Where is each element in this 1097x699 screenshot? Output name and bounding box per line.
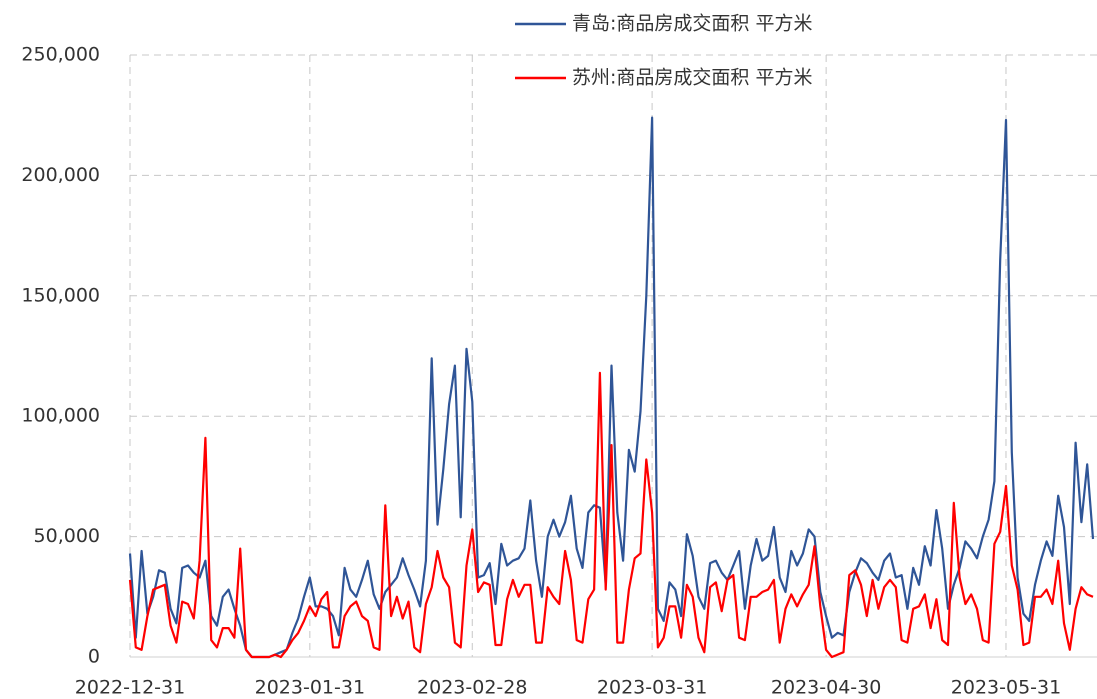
series-line — [128, 371, 1094, 659]
y-tick-label: 100,000 — [21, 405, 100, 427]
y-tick-label: 50,000 — [34, 525, 100, 547]
y-tick-label: 200,000 — [21, 164, 100, 186]
y-tick-label: 250,000 — [21, 44, 100, 66]
x-tick-label: 2023-01-31 — [255, 677, 365, 699]
x-tick-label: 2023-03-31 — [597, 677, 707, 699]
x-tick-label: 2023-05-31 — [951, 677, 1061, 699]
x-tick-label: 2023-04-30 — [771, 677, 881, 699]
series-line — [128, 116, 1095, 659]
y-tick-label: 150,000 — [21, 284, 100, 306]
x-tick-label: 2022-12-31 — [75, 677, 185, 699]
y-tick-label: 0 — [88, 646, 100, 668]
legend-label: 青岛:商品房成交面积 平方米 — [572, 13, 812, 35]
legend-label: 苏州:商品房成交面积 平方米 — [572, 67, 812, 89]
x-tick-label: 2023-02-28 — [417, 677, 527, 699]
